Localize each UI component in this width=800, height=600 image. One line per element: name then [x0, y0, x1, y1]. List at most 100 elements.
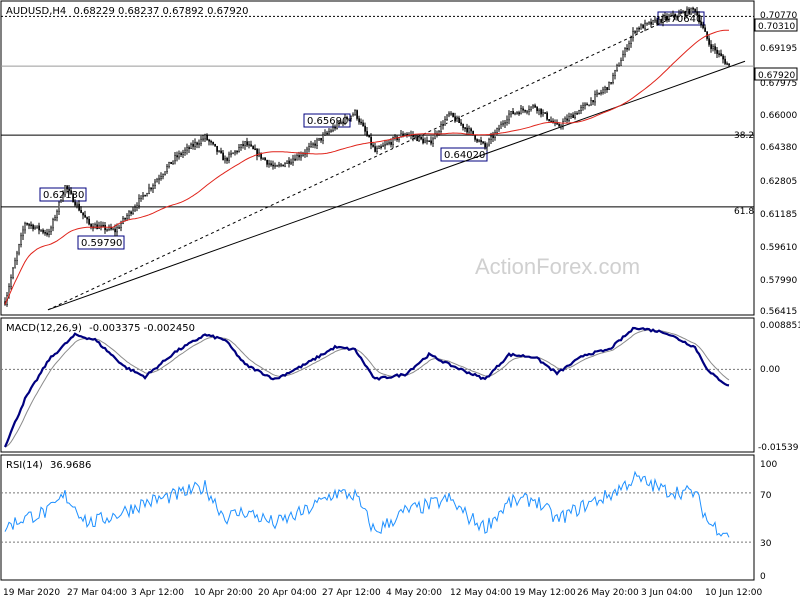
candle-body	[156, 179, 158, 183]
candle-body	[380, 146, 382, 148]
time-tick: 27 Apr 12:00	[322, 588, 381, 598]
candle-body	[686, 8, 688, 16]
candle-body	[214, 143, 216, 147]
candle-body	[254, 148, 256, 151]
candle-body	[28, 224, 30, 226]
candle-body	[218, 150, 220, 153]
candle-body	[40, 229, 42, 232]
candle-body	[428, 140, 430, 142]
candle-body	[370, 136, 372, 146]
candle-body	[362, 122, 364, 127]
candle-body	[222, 152, 224, 161]
candle-body	[632, 31, 634, 38]
candle-body	[390, 142, 392, 145]
candle-body	[422, 138, 424, 144]
time-tick: 19 May 12:00	[514, 588, 576, 598]
candle-body	[280, 164, 282, 167]
candle-body	[568, 116, 570, 121]
macd-values: -0.003375 -0.002450	[89, 323, 195, 334]
candle-body	[170, 161, 172, 165]
candle-body	[474, 134, 476, 140]
candle-body	[102, 224, 104, 227]
price-tick: 0.69195	[760, 44, 797, 54]
candle-body	[122, 217, 124, 224]
candle-body	[72, 193, 74, 203]
candle-body	[244, 141, 246, 146]
candle-body	[724, 58, 726, 64]
macd-tick: -0.01539	[758, 443, 799, 453]
candle-body	[250, 144, 252, 147]
candle-body	[232, 152, 234, 155]
chart-title: AUDUSD,H4 0.68229 0.68237 0.67892 0.6792…	[6, 6, 248, 17]
candle-body	[50, 227, 52, 233]
rsi-title: RSI(14) 36.9686	[6, 460, 91, 471]
candle-body	[414, 136, 416, 138]
candle-body	[444, 119, 446, 126]
candle-body	[298, 155, 300, 158]
candle-body	[620, 60, 622, 66]
candle-body	[126, 215, 128, 219]
candle-body	[470, 128, 472, 132]
candle-body	[198, 143, 200, 145]
candle-body	[644, 22, 646, 29]
candle-body	[326, 132, 328, 135]
candle-body	[578, 110, 580, 115]
candle-body	[246, 141, 248, 146]
candle-body	[542, 112, 544, 115]
watermark: ActionForex.com	[475, 254, 640, 279]
candle-body	[186, 147, 188, 151]
candle-body	[340, 121, 342, 124]
candle-body	[634, 31, 636, 33]
candle-body	[334, 127, 336, 129]
candle-body	[294, 158, 296, 161]
candle-body	[684, 11, 686, 16]
candle-body	[564, 118, 566, 122]
moving-average-line	[4, 29, 729, 305]
candle-body	[34, 226, 36, 230]
candle-body	[548, 119, 550, 122]
candle-body	[54, 217, 56, 220]
candle-body	[586, 103, 588, 106]
time-tick: 19 Mar 2020	[3, 588, 60, 598]
candle-body	[202, 138, 204, 141]
candle-body	[332, 127, 334, 132]
candle-body	[182, 152, 184, 155]
fib-label-618: 61.8	[734, 207, 754, 217]
price-tick: 0.61185	[760, 210, 797, 220]
candle-body	[278, 164, 280, 167]
candle-body	[228, 153, 230, 161]
symbol-label: AUDUSD,H4	[6, 6, 66, 17]
candle-body	[442, 124, 444, 126]
candle-body	[128, 211, 130, 216]
candle-body	[412, 134, 414, 137]
candle-body	[296, 155, 298, 161]
candle-body	[168, 161, 170, 167]
candle-body	[502, 123, 504, 125]
macd-title: MACD(12,26,9) -0.003375 -0.002450	[6, 323, 195, 334]
candle-body	[696, 11, 698, 16]
candle-body	[448, 112, 450, 116]
candle-body	[678, 12, 680, 17]
macd-pane	[0, 317, 755, 453]
candle-body	[64, 185, 66, 196]
candle-body	[560, 125, 562, 128]
candle-body	[674, 13, 676, 17]
rsi-value: 36.9686	[50, 460, 91, 471]
candle-body	[260, 152, 262, 159]
candle-body	[598, 92, 600, 95]
candle-body	[256, 148, 258, 157]
candle-body	[654, 19, 656, 22]
candle-body	[220, 150, 222, 154]
candle-body	[570, 114, 572, 117]
candle-body	[70, 190, 72, 194]
candle-body	[476, 139, 478, 142]
candle-body	[394, 136, 396, 139]
candle-body	[302, 153, 304, 156]
candle-body	[18, 244, 20, 254]
candle-body	[506, 119, 508, 123]
candle-body	[20, 235, 22, 245]
candle-body	[388, 142, 390, 144]
candle-body	[630, 37, 632, 44]
macd-line	[3, 326, 730, 448]
candle-body	[374, 146, 376, 152]
